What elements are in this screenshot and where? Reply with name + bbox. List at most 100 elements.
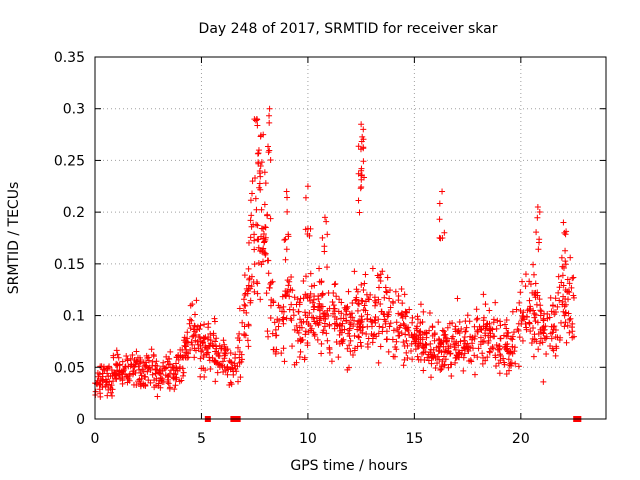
data-point (444, 324, 451, 331)
data-point (409, 356, 416, 363)
data-point (331, 320, 338, 327)
data-point (268, 279, 275, 286)
data-point (389, 336, 396, 343)
data-point (387, 320, 394, 327)
data-point (555, 289, 562, 296)
data-point (358, 167, 365, 174)
data-point (378, 308, 385, 315)
data-point (255, 160, 262, 167)
data-point (288, 301, 295, 308)
data-point (153, 375, 160, 382)
data-point (471, 352, 478, 359)
data-point (518, 317, 525, 324)
data-point (241, 292, 248, 299)
data-point (504, 333, 511, 340)
data-point (238, 358, 245, 365)
data-point (528, 340, 535, 347)
data-point (318, 278, 325, 285)
data-point (347, 337, 354, 344)
data-point (177, 353, 184, 360)
data-point (104, 370, 111, 377)
data-point (452, 346, 459, 353)
data-point (351, 345, 358, 352)
data-point (397, 322, 404, 329)
data-point (565, 310, 572, 317)
data-point (258, 159, 265, 166)
data-point (357, 185, 364, 192)
data-point (515, 327, 522, 334)
data-point (155, 382, 162, 389)
data-point (201, 335, 208, 342)
data-point (148, 346, 155, 353)
data-point (419, 336, 426, 343)
data-point (400, 362, 407, 369)
data-point (108, 366, 115, 373)
data-point (427, 346, 434, 353)
data-point (355, 170, 362, 177)
data-point (503, 316, 510, 323)
data-point (427, 349, 434, 356)
data-point (304, 183, 311, 190)
data-point (190, 326, 197, 333)
data-point (255, 150, 262, 157)
data-point (474, 315, 481, 322)
data-point (165, 380, 172, 387)
data-point (452, 340, 459, 347)
data-point (435, 319, 442, 326)
data-point (125, 376, 132, 383)
data-point (266, 112, 273, 119)
data-point (549, 302, 556, 309)
data-point (393, 338, 400, 345)
data-point (345, 364, 352, 371)
data-point (501, 321, 508, 328)
data-point (356, 301, 363, 308)
data-point (562, 258, 569, 265)
data-point (381, 294, 388, 301)
data-point (156, 370, 163, 377)
data-point (160, 378, 167, 385)
data-point (223, 347, 230, 354)
data-point (308, 283, 315, 290)
data-point (540, 315, 547, 322)
y-tick-label: 0.3 (63, 102, 85, 118)
data-point (293, 322, 300, 329)
data-point (267, 315, 274, 322)
data-point (420, 344, 427, 351)
data-point (372, 314, 379, 321)
data-point (210, 330, 217, 337)
data-point (473, 316, 480, 323)
data-point (243, 309, 250, 316)
data-point (558, 254, 565, 261)
data-point (336, 323, 343, 330)
data-point (180, 369, 187, 376)
data-point (319, 234, 326, 241)
data-point (109, 392, 116, 399)
data-point (248, 212, 255, 219)
data-point (509, 308, 516, 315)
data-point (395, 332, 402, 339)
data-point (566, 280, 573, 287)
data-point (247, 285, 254, 292)
data-point (159, 363, 166, 370)
data-point (240, 296, 247, 303)
data-point (289, 343, 296, 350)
data-point (172, 371, 179, 378)
data-point (247, 197, 254, 204)
data-point (326, 321, 333, 328)
data-point (435, 336, 442, 343)
data-point (540, 378, 547, 385)
data-point (113, 347, 120, 354)
data-point (474, 328, 481, 335)
data-point (136, 360, 143, 367)
data-points (92, 105, 577, 400)
data-point (283, 288, 290, 295)
data-point (470, 345, 477, 352)
chart-title: Day 248 of 2017, SRMTID for receiver ska… (199, 21, 498, 37)
data-point (428, 374, 435, 381)
data-point (200, 339, 207, 346)
data-point (527, 305, 534, 312)
data-point (190, 332, 197, 339)
data-point (107, 389, 114, 396)
data-point (116, 371, 123, 378)
data-point (381, 316, 388, 323)
